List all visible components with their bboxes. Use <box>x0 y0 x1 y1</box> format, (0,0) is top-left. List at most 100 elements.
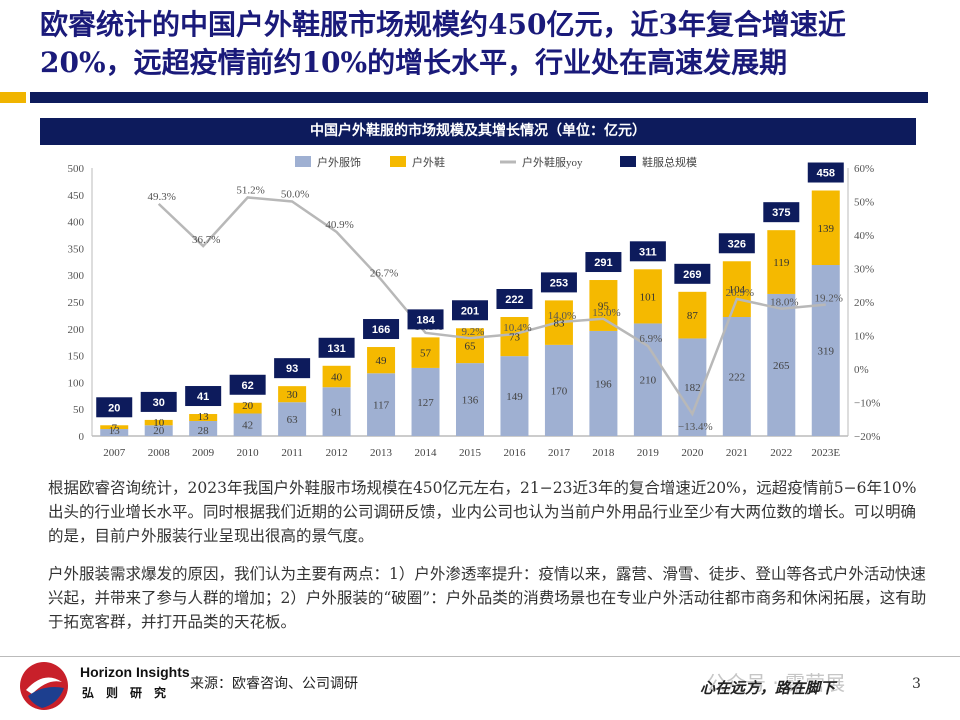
footer-divider <box>0 656 960 657</box>
label-apparel: 319 <box>818 346 835 358</box>
bar-apparel <box>500 356 529 436</box>
total-box <box>229 374 266 395</box>
legend-label: 户外鞋服yoy <box>522 155 583 169</box>
y-tick-right: 40% <box>854 230 874 242</box>
legend-swatch <box>390 156 406 167</box>
y-tick-left: 0 <box>79 431 85 443</box>
bar-apparel <box>322 387 351 436</box>
page-number: 3 <box>912 676 921 692</box>
bar-shoes <box>278 386 307 403</box>
label-total: 253 <box>550 277 568 289</box>
label-total: 375 <box>772 207 790 219</box>
label-total: 166 <box>372 324 390 336</box>
x-tick-label: 2011 <box>281 447 303 459</box>
title-line-2: 20%，远超疫情前约10%的增长水平，行业处在高速发展期 <box>40 46 788 79</box>
y-tick-right: 0% <box>854 364 869 376</box>
slogan: 心在远方，路在脚下 <box>700 679 836 697</box>
brand-name-cn: 弘则研究 <box>82 686 179 700</box>
total-box <box>629 241 666 262</box>
bar-apparel <box>100 429 129 436</box>
label-yoy: −13.4% <box>678 421 713 433</box>
label-yoy: 9.2% <box>462 326 485 338</box>
x-tick-label: 2015 <box>459 447 482 459</box>
label-apparel: 196 <box>595 378 612 390</box>
label-shoes: 87 <box>687 310 699 322</box>
x-tick-label: 2009 <box>192 447 215 459</box>
label-shoes: 73 <box>509 332 521 344</box>
label-shoes: 13 <box>198 411 210 423</box>
total-box <box>763 202 800 223</box>
label-yoy: 40.9% <box>325 219 353 231</box>
y-tick-left: 300 <box>68 270 85 282</box>
brand-name-en: Horizon Insights <box>80 664 190 680</box>
total-box <box>452 300 488 321</box>
label-yoy: 18.0% <box>770 297 798 309</box>
x-tick-label: 2021 <box>726 447 748 459</box>
bar-shoes <box>233 402 262 414</box>
y-tick-right: 10% <box>854 331 874 343</box>
y-tick-right: 20% <box>854 297 874 309</box>
paragraph-market-size: 根据欧睿咨询统计，2023年我国户外鞋服市场规模在450亿元左右，21−23近3… <box>48 479 917 545</box>
total-box <box>407 309 444 330</box>
label-yoy: 36.7% <box>192 234 220 246</box>
label-apparel: 20 <box>153 425 165 437</box>
market-size-chart: 0 50 100 150 200 250 300 350 400 450 500 −20% −10% 0%… <box>68 155 881 459</box>
x-tick-label: 2012 <box>326 447 348 459</box>
bar-shoes <box>722 261 751 318</box>
bar-apparel <box>144 425 173 436</box>
x-tick-label: 2022 <box>770 447 792 459</box>
bar-apparel <box>367 373 396 436</box>
source-note: 来源：欧睿咨询、公司调研 <box>190 676 358 692</box>
bar-apparel <box>722 317 751 436</box>
label-total: 458 <box>817 168 835 180</box>
label-yoy: 26.7% <box>370 268 398 280</box>
y-tick-right: −20% <box>854 431 880 443</box>
total-box <box>318 337 355 358</box>
label-yoy: 15.0% <box>592 307 620 319</box>
label-apparel: 265 <box>773 360 790 372</box>
total-box <box>718 233 755 254</box>
legend-label: 户外服饰 <box>317 155 361 169</box>
total-box <box>585 252 622 273</box>
label-shoes: 7 <box>111 422 117 434</box>
label-shoes: 10 <box>153 417 165 429</box>
bar-apparel <box>411 367 440 436</box>
label-total: 201 <box>461 305 479 317</box>
label-shoes: 40 <box>331 372 343 384</box>
bar-shoes <box>367 347 396 374</box>
bar-apparel <box>233 413 262 436</box>
label-total: 311 <box>639 246 657 258</box>
label-shoes: 139 <box>818 223 835 235</box>
total-box <box>496 289 533 310</box>
label-total: 291 <box>594 257 612 269</box>
bar-shoes <box>189 414 218 421</box>
y-tick-left: 500 <box>68 163 85 175</box>
bar-shoes <box>678 291 707 339</box>
x-tick-label: 2018 <box>592 447 615 459</box>
label-total: 30 <box>153 397 165 409</box>
yoy-line <box>157 196 826 417</box>
label-yoy: 51.2% <box>236 184 264 196</box>
label-shoes: 119 <box>773 257 790 269</box>
bar-shoes <box>500 317 529 357</box>
y-tick-left: 50 <box>73 404 85 416</box>
y-tick-left: 250 <box>68 297 85 309</box>
label-yoy: 10.4% <box>503 322 531 334</box>
x-tick-label: 2019 <box>637 447 660 459</box>
horizon-insights-logo <box>20 662 68 710</box>
label-shoes: 49 <box>376 355 388 367</box>
label-total: 269 <box>683 269 701 281</box>
label-shoes: 95 <box>598 300 610 312</box>
y-tick-left: 150 <box>68 351 85 363</box>
label-apparel: 13 <box>109 425 121 437</box>
accent-bar-gold <box>0 92 26 103</box>
bar-apparel <box>189 420 218 436</box>
bar-shoes <box>589 280 618 331</box>
x-tick-label: 2017 <box>548 447 571 459</box>
label-total: 62 <box>242 380 254 392</box>
label-apparel: 42 <box>242 420 253 432</box>
total-box <box>274 358 311 379</box>
bar-shoes <box>767 230 796 294</box>
bar-shoes <box>322 365 351 388</box>
y-tick-left: 400 <box>68 217 85 229</box>
